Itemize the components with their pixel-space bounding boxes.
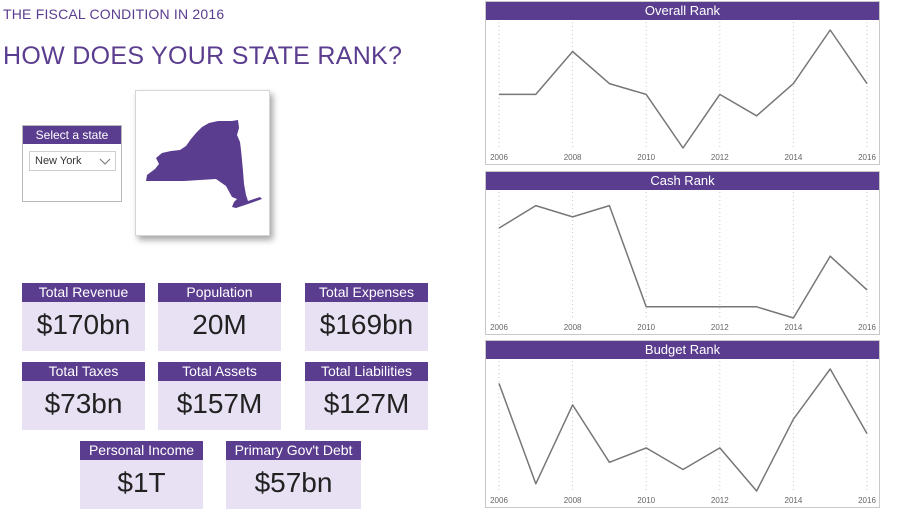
state-dropdown[interactable]: New York (29, 151, 116, 171)
card-total-assets: Total Assets $157M (158, 362, 281, 430)
x-tick-label: 2006 (490, 153, 508, 162)
card-value: 20M (192, 309, 247, 340)
x-tick-label: 2014 (785, 496, 803, 505)
x-tick-label: 2006 (490, 323, 508, 332)
new-york-state-shape (146, 120, 262, 208)
chart-title: Overall Rank (486, 2, 879, 20)
x-tick-label: 2010 (637, 153, 655, 162)
card-label: Total Liabilities (305, 362, 428, 381)
series-line (498, 204, 868, 319)
x-tick-label: 2014 (785, 153, 803, 162)
state-map (135, 90, 270, 236)
x-tick-label: 2016 (858, 153, 876, 162)
card-primary-govt-debt: Primary Gov't Debt $57bn (226, 441, 361, 509)
x-tick-label: 2010 (637, 496, 655, 505)
card-label: Population (158, 283, 281, 302)
x-tick-label: 2008 (564, 496, 582, 505)
overall-rank-chart: 2006 2008 2010 2012 2014 2016 (490, 22, 876, 162)
x-tick-label: 2012 (711, 323, 729, 332)
chevron-down-icon (99, 158, 111, 165)
x-tick-label: 2012 (711, 153, 729, 162)
cash-rank-panel: Cash Rank 2006 2008 2010 2012 2014 2016 (485, 171, 880, 335)
page-subtitle: THE FISCAL CONDITION IN 2016 (3, 6, 225, 22)
budget-rank-panel: Budget Rank 2006 2008 2010 2012 2014 2016 (485, 340, 880, 508)
cash-rank-chart: 2006 2008 2010 2012 2014 2016 (490, 192, 876, 332)
x-tick-label: 2016 (858, 496, 876, 505)
card-label: Total Assets (158, 362, 281, 381)
card-total-revenue: Total Revenue $170bn (22, 283, 145, 351)
x-tick-label: 2014 (785, 323, 803, 332)
card-total-taxes: Total Taxes $73bn (22, 362, 145, 430)
state-selector: Select a state New York (22, 125, 122, 202)
card-label: Total Revenue (22, 283, 145, 302)
card-label: Primary Gov't Debt (226, 441, 361, 460)
x-tick-label: 2016 (858, 323, 876, 332)
card-personal-income: Personal Income $1T (80, 441, 203, 509)
page-title: HOW DOES YOUR STATE RANK? (3, 42, 403, 70)
chart-title: Cash Rank (486, 172, 879, 190)
card-value: $157M (176, 388, 263, 419)
x-tick-label: 2012 (711, 496, 729, 505)
card-total-liabilities: Total Liabilities $127M (305, 362, 428, 430)
state-dropdown-value: New York (35, 155, 82, 167)
card-value: $73bn (44, 388, 123, 419)
series-line (498, 368, 868, 492)
card-label: Total Taxes (22, 362, 145, 381)
chart-title: Budget Rank (486, 341, 879, 359)
x-tick-label: 2010 (637, 323, 655, 332)
overall-rank-panel: Overall Rank 2006 2008 2010 2012 2014 2016 (485, 1, 880, 165)
card-value: $1T (117, 467, 166, 498)
card-value: $57bn (254, 467, 333, 498)
state-selector-label: Select a state (23, 126, 121, 144)
card-population: Population 20M (158, 283, 281, 351)
card-total-expenses: Total Expenses $169bn (305, 283, 428, 351)
card-value: $170bn (36, 309, 131, 340)
card-value: $169bn (319, 309, 414, 340)
series-line (499, 29, 868, 149)
x-tick-label: 2008 (564, 153, 582, 162)
card-label: Total Expenses (305, 283, 428, 302)
x-tick-label: 2006 (490, 496, 508, 505)
card-label: Personal Income (80, 441, 203, 460)
budget-rank-chart: 2006 2008 2010 2012 2014 2016 (490, 361, 876, 505)
card-value: $127M (323, 388, 410, 419)
x-tick-label: 2008 (564, 323, 582, 332)
